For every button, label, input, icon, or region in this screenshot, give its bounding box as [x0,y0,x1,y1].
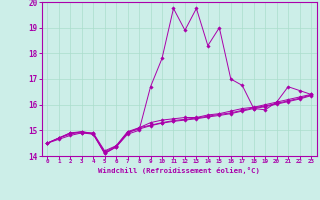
X-axis label: Windchill (Refroidissement éolien,°C): Windchill (Refroidissement éolien,°C) [98,167,260,174]
